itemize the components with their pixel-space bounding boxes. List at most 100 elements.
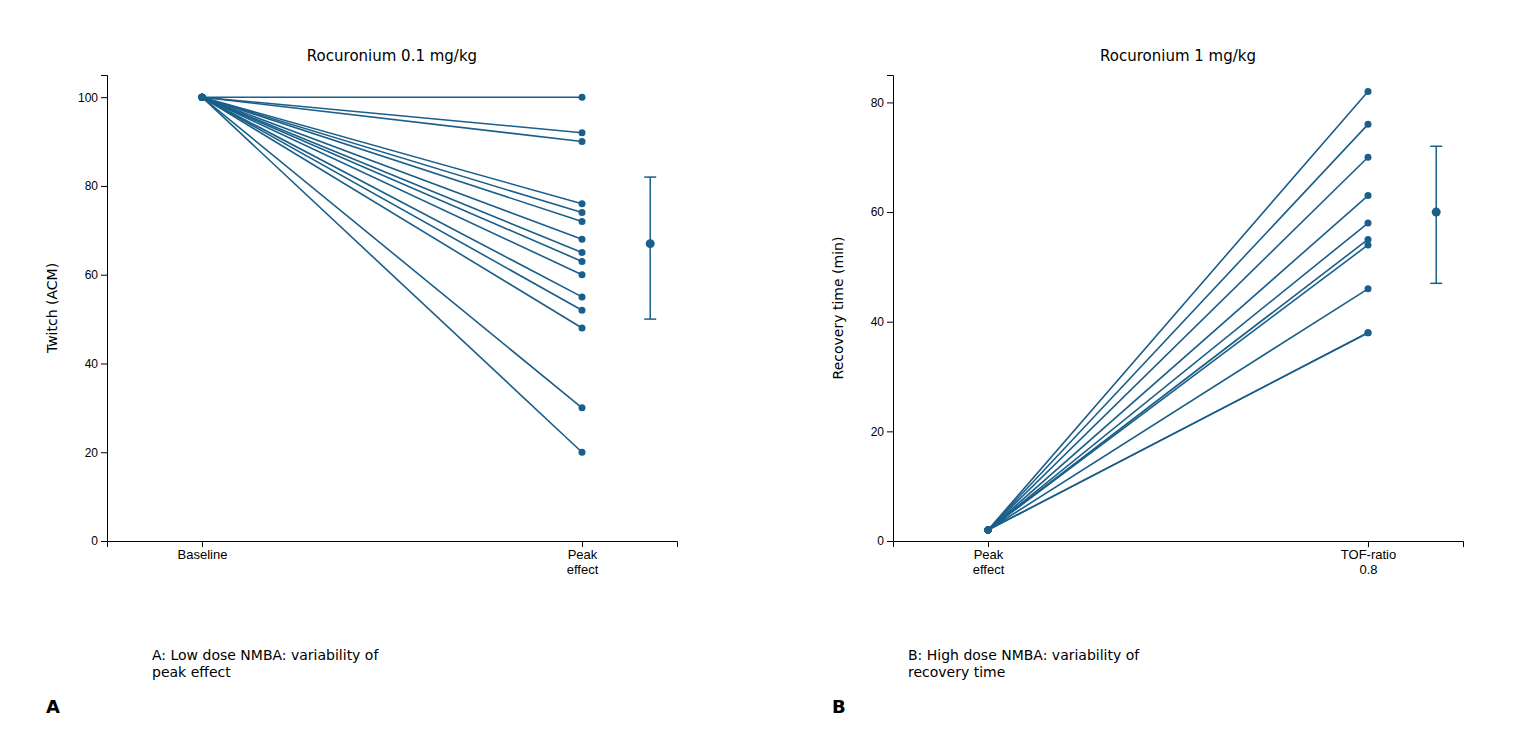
point — [199, 94, 206, 101]
y-tick-label: 0 — [877, 534, 884, 548]
y-tick: 80 — [871, 96, 893, 110]
y-tick-label: 20 — [85, 446, 99, 460]
point — [199, 94, 206, 101]
point — [985, 527, 992, 534]
x-tick: Peakeffect — [973, 541, 1005, 577]
y-tick-mark — [887, 102, 893, 103]
point — [1365, 285, 1372, 292]
y-tick-label: 0 — [91, 534, 98, 548]
y-tick-label: 100 — [78, 91, 98, 105]
slope-line — [202, 97, 582, 212]
point — [199, 94, 206, 101]
x-tick-label: Baseline — [178, 547, 228, 562]
point — [579, 307, 586, 314]
point — [199, 94, 206, 101]
y-tick-mark — [101, 541, 107, 542]
slope-line — [988, 223, 1368, 530]
slope-line — [988, 333, 1368, 530]
title: Rocuronium 0.1 mg/kg — [307, 47, 477, 65]
point — [579, 249, 586, 256]
title: Rocuronium 1 mg/kg — [1100, 47, 1256, 65]
point — [579, 404, 586, 411]
y-tick: 40 — [871, 315, 893, 329]
x-axis-line — [108, 542, 678, 548]
point — [579, 94, 586, 101]
point — [579, 236, 586, 243]
point — [985, 527, 992, 534]
panel-label: A — [46, 696, 60, 717]
point — [199, 94, 206, 101]
point — [985, 527, 992, 534]
point — [1365, 329, 1372, 336]
error-bar — [644, 177, 656, 319]
y-axis-line — [101, 76, 108, 542]
y-tick-mark — [101, 452, 107, 453]
error-mean — [646, 239, 655, 248]
y-tick: 20 — [871, 425, 893, 439]
y-tick: 40 — [85, 357, 107, 371]
y-label: Recovery time (min) — [830, 237, 846, 380]
slope-line — [202, 97, 582, 141]
y-tick-mark — [101, 97, 107, 98]
slope-line — [202, 97, 582, 261]
point — [199, 94, 206, 101]
point — [985, 527, 992, 534]
x-tick-mark — [1368, 541, 1369, 547]
point — [1365, 241, 1372, 248]
point — [579, 200, 586, 207]
y-axis: 0 20 40 60 80 — [871, 76, 894, 549]
point — [1365, 154, 1372, 161]
plot-area — [199, 94, 586, 456]
point — [1365, 88, 1372, 95]
x-tick: Baseline — [178, 541, 228, 562]
point — [199, 94, 206, 101]
slope-line — [202, 97, 582, 328]
point — [1365, 329, 1372, 336]
y-tick: 60 — [85, 268, 107, 282]
x-tick-mark — [582, 541, 583, 547]
point — [199, 94, 206, 101]
point — [1365, 192, 1372, 199]
y-tick-mark — [887, 541, 893, 542]
plot-area — [985, 88, 1372, 534]
error-cap — [1430, 283, 1442, 285]
point — [579, 138, 586, 145]
point — [985, 527, 992, 534]
error-cap — [644, 176, 656, 178]
point — [199, 94, 206, 101]
slope-line — [202, 97, 582, 310]
point — [1365, 121, 1372, 128]
y-tick-mark — [887, 431, 893, 432]
x-tick: TOF-ratio0.8 — [1341, 541, 1396, 577]
slope-line — [202, 96, 582, 98]
point — [579, 324, 586, 331]
point — [985, 527, 992, 534]
point — [1365, 220, 1372, 227]
point — [199, 94, 206, 101]
slope-line — [988, 91, 1368, 530]
y-label: Twitch (ACM) — [44, 263, 60, 354]
point — [579, 293, 586, 300]
slope-line — [202, 97, 582, 297]
error-cap — [1430, 146, 1442, 148]
point — [199, 94, 206, 101]
x-tick: Peakeffect — [567, 541, 599, 577]
slope-line — [988, 124, 1368, 530]
y-tick-mark — [887, 322, 893, 323]
slope-line — [988, 157, 1368, 530]
x-axis: Baseline Peakeffect — [108, 541, 678, 577]
slope-line — [988, 245, 1368, 530]
x-tick-label: TOF-ratio0.8 — [1341, 547, 1396, 577]
slope-line — [202, 97, 582, 252]
y-axis: 020406080100 — [78, 76, 108, 549]
y-tick: 100 — [78, 91, 107, 105]
error-bar — [1430, 146, 1442, 283]
point — [199, 94, 206, 101]
y-tick-label: 40 — [85, 357, 99, 371]
slope-line — [202, 97, 582, 452]
y-tick: 60 — [871, 205, 893, 219]
point — [579, 209, 586, 216]
y-tick: 20 — [85, 446, 107, 460]
point — [579, 449, 586, 456]
y-tick-label: 60 — [85, 268, 99, 282]
